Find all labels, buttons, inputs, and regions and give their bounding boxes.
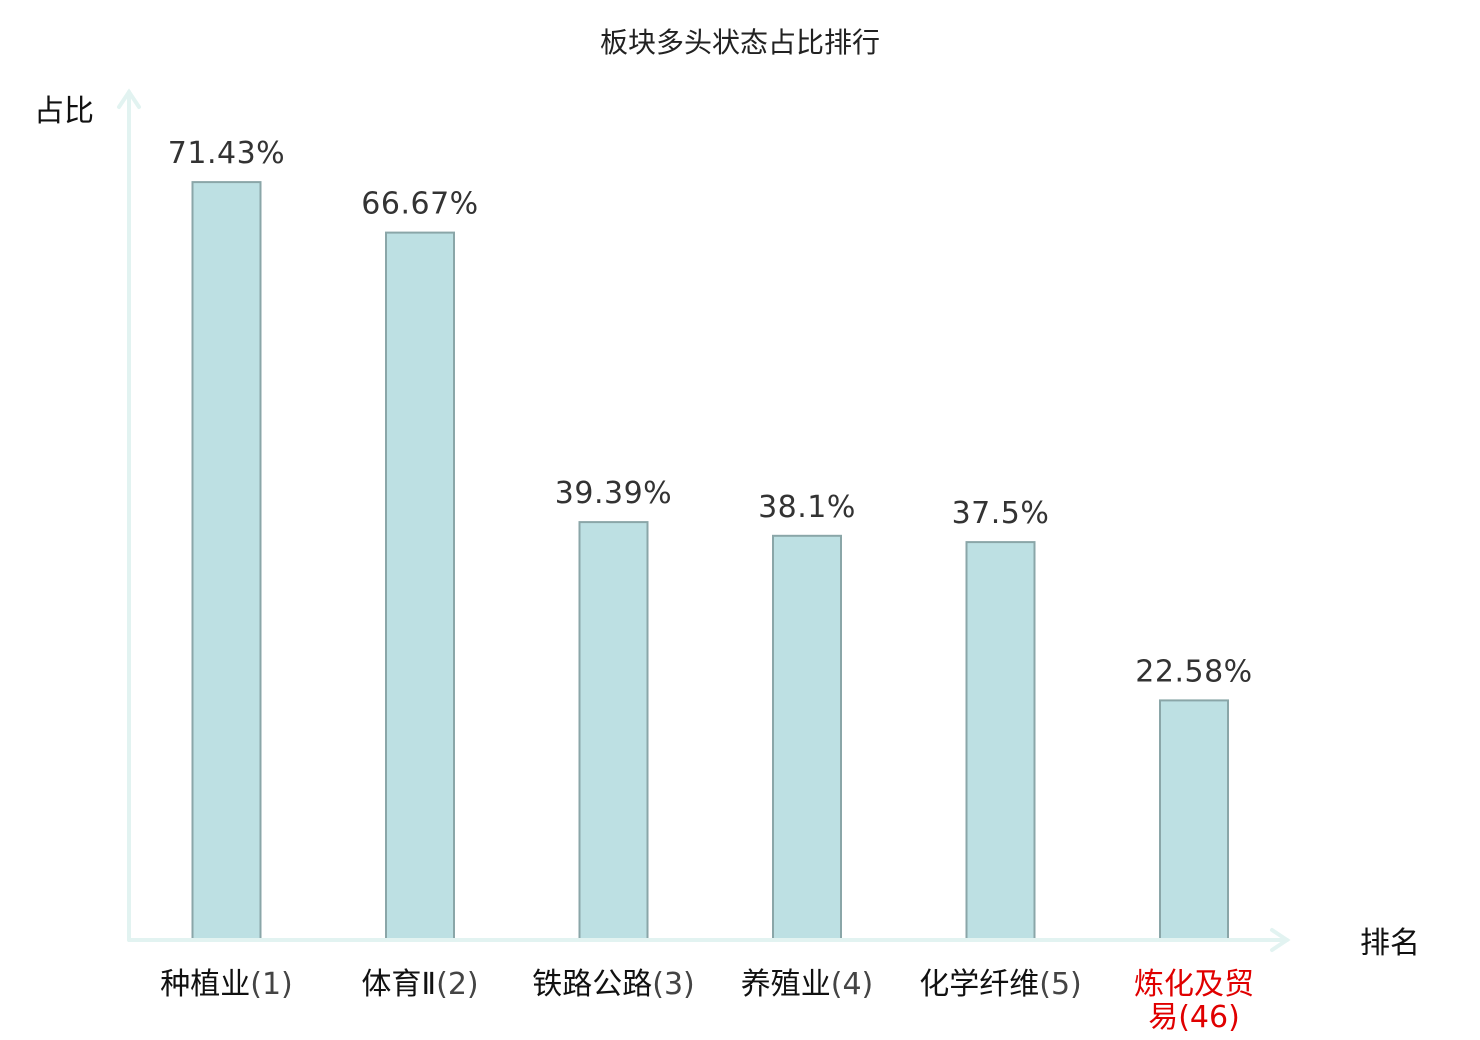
x-axis-label: 排名 — [1360, 926, 1420, 961]
category-name: 养殖业 — [741, 967, 831, 1002]
category-label: 体育Ⅱ(2) — [361, 967, 478, 1002]
category-rank: (4) — [831, 967, 874, 1002]
bar — [1159, 699, 1229, 942]
category-rank: (3) — [652, 967, 695, 1002]
category-label: 养殖业(4) — [741, 967, 874, 1002]
value-label: 38.1% — [758, 490, 856, 525]
labels-layer: 71.43% 种植业(1) 66.67% 体育Ⅱ(2) 39.39% 铁路公路(3) 38.… — [160, 136, 1254, 1035]
value-label: 37.5% — [952, 496, 1050, 531]
category-rank: (1) — [250, 967, 293, 1002]
category-label: 种植业(1) — [160, 967, 293, 1002]
category-name: 体育Ⅱ — [361, 967, 436, 1002]
category-name: 化学纤维 — [919, 967, 1039, 1002]
y-axis — [117, 88, 141, 942]
category-name-line2: 易 — [1148, 1000, 1178, 1035]
bar — [965, 541, 1036, 941]
bar — [191, 181, 262, 942]
category-label: 炼化及贸易(46) — [1134, 967, 1254, 1035]
bar — [385, 231, 455, 942]
y-axis-label: 占比 — [34, 94, 94, 129]
category-name: 铁路公路 — [532, 967, 652, 1002]
category-name: 种植业 — [160, 967, 250, 1002]
value-label: 66.67% — [361, 187, 478, 222]
category-name-line1: 炼化及贸 — [1134, 967, 1254, 1002]
value-label: 22.58% — [1135, 654, 1252, 689]
category-label: 铁路公路(3) — [532, 967, 695, 1002]
category-rank: (5) — [1039, 967, 1082, 1002]
chart-title: 板块多头状态占比排行 — [600, 26, 880, 59]
category-label: 化学纤维(5) — [919, 967, 1082, 1002]
value-label: 71.43% — [168, 136, 285, 171]
category-rank: (2) — [436, 967, 479, 1002]
bar — [772, 534, 842, 941]
category-rank: (46) — [1178, 1000, 1240, 1035]
bars-layer — [191, 181, 1229, 942]
value-label: 39.39% — [555, 476, 672, 511]
bar — [578, 521, 649, 941]
x-axis — [127, 928, 1291, 952]
